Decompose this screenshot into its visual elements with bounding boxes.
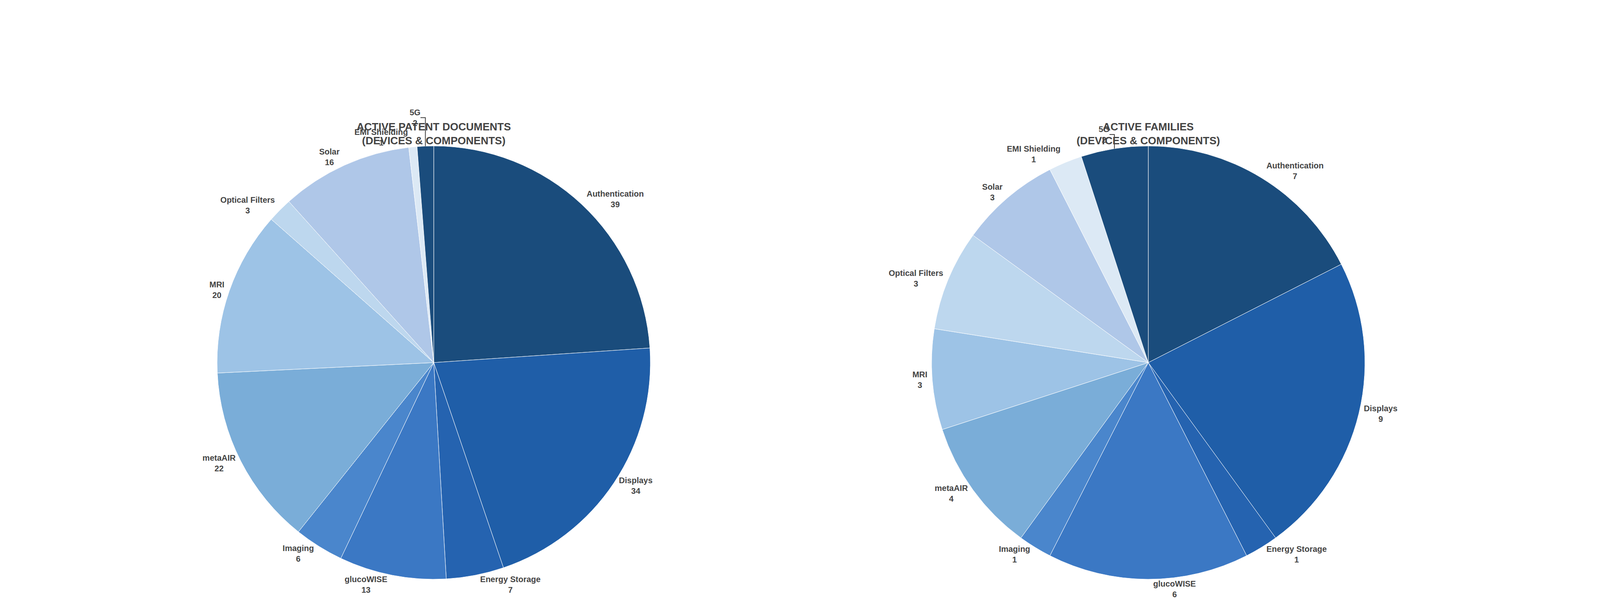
svg-text:Solar16: Solar16	[319, 147, 340, 167]
svg-text:ACTIVE FAMILIES(DEVICES & COMP: ACTIVE FAMILIES(DEVICES & COMPONENTS)	[1076, 120, 1220, 147]
svg-text:Optical Filters3: Optical Filters3	[888, 268, 944, 289]
svg-text:glucoWISE13: glucoWISE13	[344, 574, 388, 595]
svg-text:glucoWISE6: glucoWISE6	[1153, 579, 1196, 599]
svg-text:metaAIR4: metaAIR4	[934, 483, 969, 504]
svg-text:ACTIVE PATENT DOCUMENTS(DEVICE: ACTIVE PATENT DOCUMENTS(DEVICES & COMPON…	[356, 120, 511, 147]
svg-text:Optical Filters3: Optical Filters3	[220, 195, 275, 216]
svg-text:metaAIR22: metaAIR22	[202, 453, 236, 473]
svg-text:Solar3: Solar3	[982, 182, 1003, 202]
svg-text:EMI Shielding1: EMI Shielding1	[1006, 144, 1061, 164]
svg-text:EMI Shielding1: EMI Shielding1	[354, 127, 408, 148]
svg-text:Energy Storage1: Energy Storage1	[1266, 544, 1327, 565]
svg-text:Energy Storage7: Energy Storage7	[480, 574, 541, 595]
svg-text:MRI3: MRI3	[912, 369, 928, 390]
svg-text:Displays34: Displays34	[618, 475, 653, 496]
svg-text:5G2: 5G2	[1098, 124, 1110, 145]
svg-text:Displays9: Displays9	[1363, 403, 1398, 424]
svg-text:Imaging1: Imaging1	[998, 544, 1031, 565]
svg-text:MRI20: MRI20	[209, 280, 225, 300]
svg-text:5G2: 5G2	[409, 107, 421, 128]
svg-text:Authentication7: Authentication7	[1266, 161, 1324, 181]
svg-text:Authentication39: Authentication39	[586, 189, 644, 209]
svg-text:Imaging6: Imaging6	[282, 543, 314, 564]
